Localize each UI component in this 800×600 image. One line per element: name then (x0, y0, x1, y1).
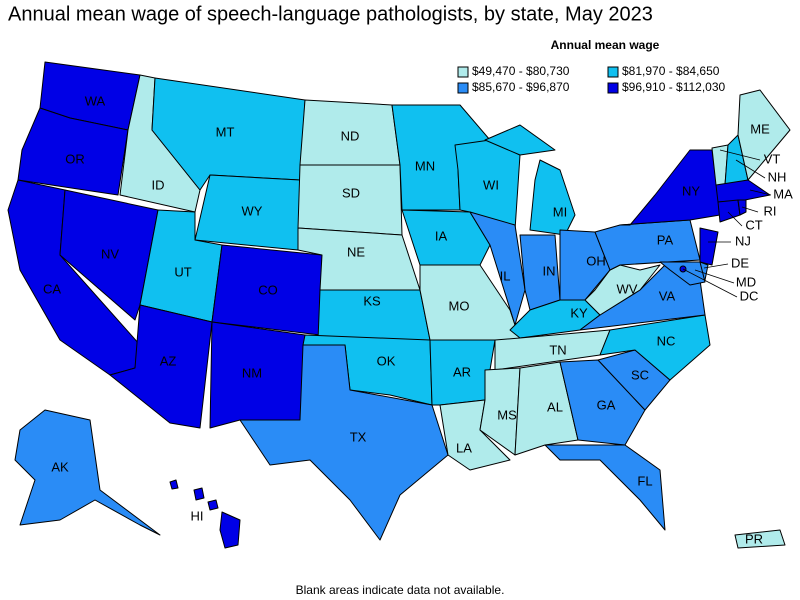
state-label: VT (764, 151, 781, 166)
state-shape (699, 227, 719, 266)
state-shape (544, 444, 666, 531)
leader-line (735, 159, 766, 179)
title: Annual mean wage of speech-language path… (8, 3, 653, 25)
state-label: PR (745, 531, 763, 546)
states (7, 61, 791, 549)
legend-swatch (457, 82, 469, 94)
state-label: NV (101, 246, 119, 261)
state-label: NY (682, 183, 700, 198)
state-shape (17, 107, 129, 196)
state-shape (599, 314, 711, 381)
state-shape (737, 199, 747, 216)
state-label: ND (341, 128, 360, 143)
state-label: MT (216, 124, 235, 139)
legend-swatch (607, 66, 619, 78)
state-label: AL (547, 399, 563, 414)
state-label: GA (597, 397, 616, 412)
legend: $49,470 - $80,730 $81,970 - $84,650 $85,67… (457, 64, 726, 94)
state-label: CT (745, 217, 762, 232)
legend-label: $49,470 - $80,730 (472, 64, 570, 78)
legend-title: Annual mean wage (551, 38, 660, 52)
state-label: TX (350, 429, 367, 444)
state-label: RI (764, 203, 777, 218)
legend-label: $85,670 - $96,870 (472, 80, 570, 94)
state-label: ID (152, 177, 165, 192)
state-label: SC (631, 367, 649, 382)
state-label: SD (342, 185, 360, 200)
legend-swatch (607, 82, 619, 94)
state-label: LA (456, 440, 472, 455)
state-label: ME (750, 121, 770, 136)
state-label: WV (617, 281, 638, 296)
state-shape (469, 211, 526, 326)
state-label: VA (659, 288, 676, 303)
state-label: UT (174, 264, 191, 279)
state-label: IN (543, 263, 556, 278)
state-label: IL (500, 268, 511, 283)
state-label: AZ (160, 353, 177, 368)
state-label: MD (736, 274, 756, 289)
state-label: HI (191, 508, 204, 523)
state-shape (169, 479, 241, 549)
state-label: MI (553, 204, 567, 219)
legend-label: $96,910 - $112,030 (622, 80, 726, 94)
state-label: MN (415, 158, 435, 173)
leader-line (703, 263, 729, 269)
state-shape (239, 344, 449, 541)
leader-line (749, 189, 772, 196)
state-shape (559, 359, 646, 446)
state-shape (479, 367, 521, 456)
state-label: AR (453, 364, 471, 379)
state-label: AK (51, 459, 69, 474)
state-shape (59, 189, 159, 321)
leader-line (694, 269, 735, 284)
leader-line (719, 149, 761, 161)
state-label: WY (242, 203, 263, 218)
leader-line (741, 206, 759, 213)
state-shape (514, 361, 579, 456)
state-label: NH (768, 169, 787, 184)
state-shape (717, 199, 741, 223)
state-shape (559, 229, 611, 301)
state-label: PA (657, 232, 674, 247)
state-label: KS (363, 293, 381, 308)
state-label: NC (657, 333, 676, 348)
legend-label: $81,970 - $84,650 (622, 64, 720, 78)
state-shape (619, 149, 721, 226)
state-shape (659, 261, 706, 286)
state-label: OH (586, 253, 606, 268)
state-shape (401, 209, 491, 266)
state-label: WA (85, 93, 106, 108)
state-label: FL (637, 473, 652, 488)
state-label: NM (242, 365, 262, 380)
legend-swatch (457, 66, 469, 78)
state-label: KY (570, 305, 588, 320)
leader-line (682, 268, 738, 298)
state-label: OK (377, 353, 396, 368)
state-label: IA (435, 228, 448, 243)
state-shape (454, 139, 521, 231)
state-label: MS (497, 407, 517, 422)
leader-line (727, 211, 743, 227)
state-label: NE (347, 244, 365, 259)
footnote: Blank areas indicate data not available. (296, 583, 505, 597)
state-label: OR (65, 151, 85, 166)
state-label: DC (740, 288, 759, 303)
state-label: MO (449, 298, 470, 313)
state-label: CA (43, 281, 61, 296)
state-labels: WA OR CA NV ID MT WY UT AZ CO NM ND SD NE KS OK TX MN IA MO… (43, 93, 793, 546)
state-shape (715, 179, 771, 203)
state-label: NJ (735, 233, 751, 248)
state-shape (14, 409, 161, 536)
state-shape (734, 529, 786, 549)
state-label: TN (549, 342, 566, 357)
state-label: DE (731, 255, 749, 270)
state-label: WI (483, 177, 499, 192)
state-label: MA (773, 186, 793, 201)
state-label: CO (258, 282, 278, 297)
